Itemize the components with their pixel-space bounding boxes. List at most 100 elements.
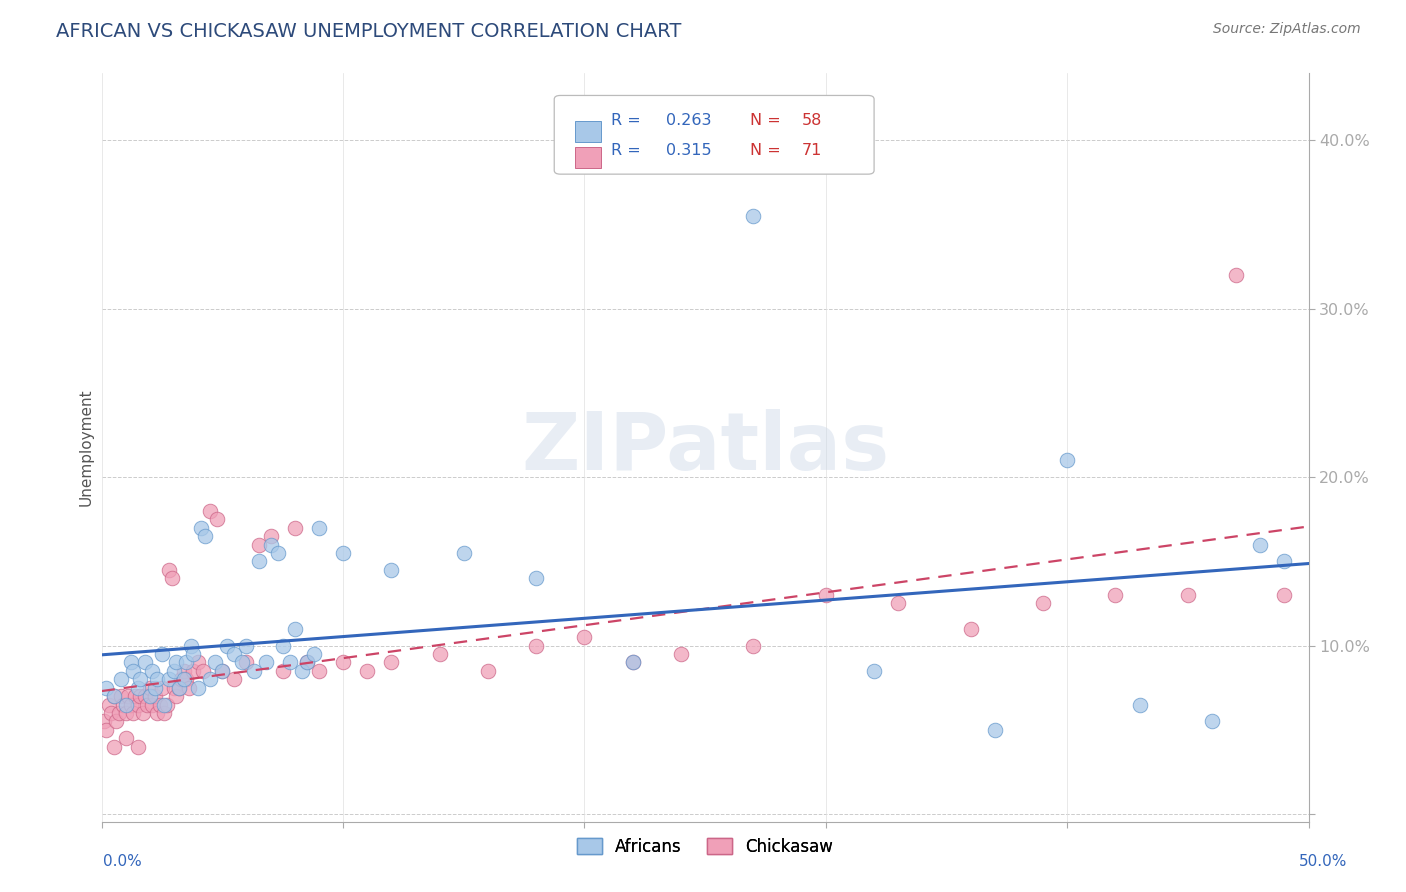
Point	[380, 563, 402, 577]
Point	[211, 664, 233, 678]
Point	[134, 656, 156, 670]
Point	[143, 689, 166, 703]
Point	[174, 672, 197, 686]
Point	[356, 664, 378, 678]
Point	[110, 672, 132, 686]
Point	[959, 622, 981, 636]
Point	[194, 529, 217, 543]
Point	[100, 706, 122, 720]
Point	[524, 639, 547, 653]
Text: Source: ZipAtlas.com: Source: ZipAtlas.com	[1213, 22, 1361, 37]
Point	[224, 672, 246, 686]
Point	[224, 647, 246, 661]
Bar	[575, 147, 602, 168]
Point	[669, 647, 692, 661]
Point	[139, 681, 162, 695]
Point	[814, 588, 837, 602]
Point	[284, 622, 307, 636]
Point	[122, 664, 145, 678]
Point	[124, 689, 146, 703]
Point	[574, 630, 596, 644]
Point	[134, 689, 156, 703]
Point	[157, 672, 180, 686]
Point	[173, 664, 195, 678]
Point	[183, 664, 205, 678]
Point	[477, 664, 499, 678]
Point	[167, 681, 190, 695]
Point	[103, 689, 125, 703]
Text: AFRICAN VS CHICKASAW UNEMPLOYMENT CORRELATION CHART: AFRICAN VS CHICKASAW UNEMPLOYMENT CORREL…	[56, 22, 682, 41]
Point	[863, 664, 886, 678]
Text: R =: R =	[612, 113, 645, 128]
Point	[259, 529, 281, 543]
FancyBboxPatch shape	[554, 95, 875, 174]
Point	[187, 681, 209, 695]
Point	[96, 723, 118, 737]
Point	[146, 672, 169, 686]
Point	[114, 698, 136, 712]
Point	[1032, 597, 1054, 611]
Point	[429, 647, 451, 661]
Point	[247, 554, 270, 568]
Point	[742, 639, 765, 653]
Point	[180, 639, 202, 653]
Point	[97, 698, 120, 712]
Point	[1274, 554, 1296, 568]
Point	[1201, 714, 1223, 729]
Point	[1056, 453, 1078, 467]
Point	[207, 512, 229, 526]
Point	[148, 698, 170, 712]
Point	[110, 689, 132, 703]
Point	[173, 672, 195, 686]
Point	[332, 546, 354, 560]
Point	[190, 521, 212, 535]
Point	[105, 714, 128, 729]
Text: 71: 71	[801, 143, 823, 158]
Point	[235, 656, 257, 670]
Point	[117, 689, 139, 703]
Point	[332, 656, 354, 670]
Point	[114, 706, 136, 720]
Point	[127, 698, 149, 712]
Point	[156, 698, 179, 712]
Point	[1274, 588, 1296, 602]
Point	[129, 689, 152, 703]
Text: 50.0%: 50.0%	[1299, 854, 1347, 869]
Point	[524, 571, 547, 585]
Point	[200, 504, 222, 518]
Point	[160, 571, 183, 585]
Point	[187, 656, 209, 670]
Point	[96, 681, 118, 695]
Point	[242, 664, 264, 678]
Text: 58: 58	[801, 113, 823, 128]
Point	[217, 639, 239, 653]
Point	[167, 681, 190, 695]
Point	[254, 656, 277, 670]
Point	[284, 521, 307, 535]
Point	[153, 698, 176, 712]
Point	[200, 672, 222, 686]
Point	[211, 664, 233, 678]
Point	[1225, 268, 1247, 282]
Point	[295, 656, 318, 670]
Point	[191, 664, 214, 678]
Point	[122, 706, 145, 720]
Point	[103, 739, 125, 754]
Point	[1249, 537, 1271, 551]
Point	[302, 647, 325, 661]
Point	[247, 537, 270, 551]
Point	[235, 639, 257, 653]
Point	[112, 698, 135, 712]
Point	[93, 714, 115, 729]
Point	[1177, 588, 1199, 602]
Point	[1104, 588, 1126, 602]
Point	[114, 731, 136, 746]
Point	[267, 546, 290, 560]
Point	[143, 681, 166, 695]
Point	[380, 656, 402, 670]
Point	[127, 739, 149, 754]
Point	[127, 681, 149, 695]
Text: 0.315: 0.315	[666, 143, 711, 158]
Point	[453, 546, 475, 560]
Point	[295, 656, 318, 670]
